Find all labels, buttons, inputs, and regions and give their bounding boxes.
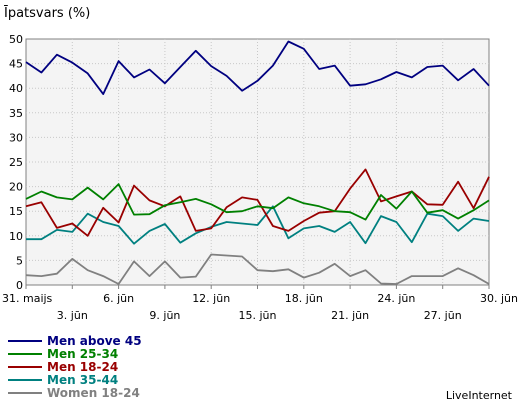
x-tick-label: 21. jūn	[331, 309, 369, 322]
x-tick-label: 6. jūn	[103, 292, 134, 305]
legend-label: Men 35-44	[47, 373, 118, 387]
y-tick-label: 40	[9, 82, 23, 95]
x-tick-label: 24. jūn	[377, 292, 415, 305]
x-tick-label: 18. jūn	[285, 292, 323, 305]
y-axis-ticks: 0 5 10 15 20 25 30 35 40 45 50	[9, 33, 23, 292]
y-tick-label: 35	[9, 107, 23, 120]
series-line	[26, 205, 490, 245]
x-tick-label: 27. jūn	[424, 309, 462, 322]
y-tick-label: 0	[16, 279, 23, 292]
y-tick-label: 45	[9, 58, 23, 71]
series-line	[25, 183, 490, 221]
y-tick-label: 50	[9, 33, 23, 46]
x-tick-label: 12. jūn	[192, 292, 230, 305]
chart-title: Īpatsvars (%)	[4, 6, 90, 21]
x-tick-label: 30. jūn	[480, 292, 518, 305]
credit-text: LiveInternet	[446, 389, 513, 402]
series-lines	[25, 40, 490, 285]
grid-lines	[26, 39, 489, 285]
y-tick-label: 30	[9, 131, 23, 144]
legend-label: Men 18-24	[47, 360, 118, 374]
y-tick-label: 5	[16, 254, 23, 267]
legend-label: Men 25-34	[47, 347, 118, 361]
y-tick-label: 20	[9, 181, 23, 194]
y-tick-label: 25	[9, 156, 23, 169]
x-tick-label: 3. jūn	[57, 309, 88, 322]
x-tick-label: 15. jūn	[239, 309, 277, 322]
series-line	[25, 40, 490, 95]
x-tick-label: 9. jūn	[149, 309, 180, 322]
series-line	[25, 253, 490, 285]
x-axis-ticks: 31. maijs 3. jūn 6. jūn 9. jūn 12. jūn 15. jū…	[2, 285, 518, 322]
x-tick-label: 31. maijs	[2, 292, 53, 305]
legend-label: Men above 45	[47, 334, 142, 348]
legend-label: Women 18-24	[47, 386, 140, 400]
y-tick-label: 15	[9, 205, 23, 218]
y-tick-label: 10	[9, 230, 23, 243]
